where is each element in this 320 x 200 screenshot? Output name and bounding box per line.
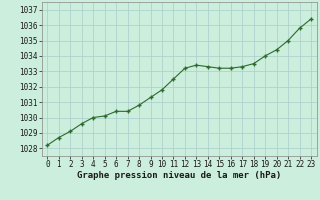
X-axis label: Graphe pression niveau de la mer (hPa): Graphe pression niveau de la mer (hPa)	[77, 171, 281, 180]
